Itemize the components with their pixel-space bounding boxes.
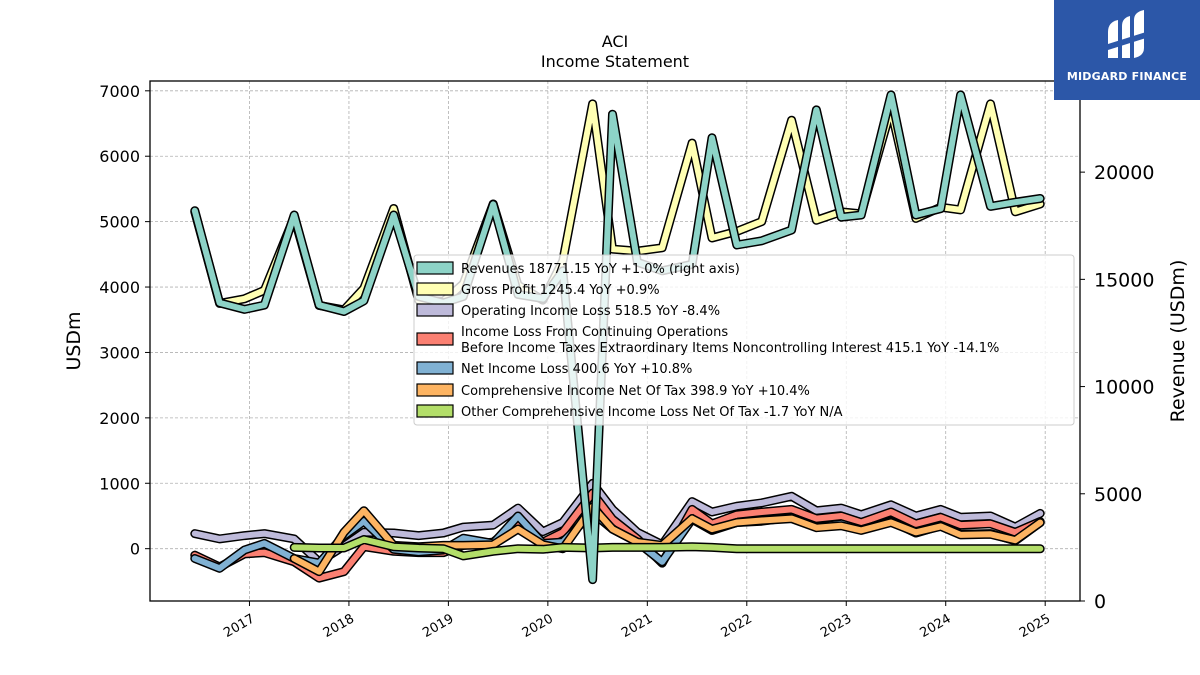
series-6 [289, 535, 1045, 561]
legend-label: Before Income Taxes Extraordinary Items … [461, 341, 999, 356]
legend-swatch [416, 332, 454, 346]
chart-title: ACI [602, 32, 629, 51]
legend-swatch [416, 361, 454, 375]
legend: Revenues 18771.15 YoY +1.0% (right axis)… [413, 254, 1075, 426]
legend-swatch [416, 383, 454, 397]
x-axis: 2017 2018 2019 2020 2021 2022 2023 2024 2025 [221, 601, 1053, 641]
y-tick-label: 5000 [99, 213, 140, 232]
legend-label: Other Comprehensive Income Loss Net Of T… [461, 405, 843, 420]
y-tick-label: 3000 [99, 343, 140, 362]
series-0 [190, 90, 1045, 585]
legend-label: Net Income Loss 400.6 YoY +10.8% [461, 362, 692, 377]
y-tick-label: 6000 [99, 147, 140, 166]
x-tick-label: 2018 [321, 611, 357, 641]
y-right-tick-label: 20000 [1094, 162, 1154, 184]
y-right-tick-label: 5000 [1094, 484, 1142, 506]
x-tick-label: 2017 [221, 611, 257, 641]
midgard-logo-mark-icon [1108, 10, 1146, 58]
x-tick-label: 2025 [1017, 611, 1053, 641]
chart-subtitle: Income Statement [541, 52, 689, 71]
x-tick-label: 2022 [719, 611, 755, 641]
legend-label: Comprehensive Income Net Of Tax 398.9 Yo… [461, 384, 810, 399]
plot-frame [149, 80, 1081, 602]
y-axis-label: USDm [63, 311, 85, 370]
y-tick-label: 1000 [99, 474, 140, 493]
series-layer [190, 90, 1045, 585]
x-tick-label: 2021 [619, 611, 655, 641]
legend-swatch [416, 303, 454, 317]
x-tick-label: 2020 [520, 611, 556, 641]
y-axis-right-label: Revenue (USDm) [1167, 260, 1189, 423]
x-tick-label: 2024 [918, 611, 954, 641]
series-line [191, 490, 1044, 582]
left-axis: 0 1000 2000 3000 4000 5000 6000 7000 [99, 82, 150, 559]
x-tick-label: 2019 [420, 611, 456, 641]
legend-swatch [416, 282, 454, 296]
right-axis: 0 5000 10000 15000 20000 [1080, 162, 1154, 613]
legend-swatch [416, 404, 454, 418]
y-right-tick-label: 10000 [1094, 377, 1154, 399]
legend-swatch [416, 261, 454, 275]
legend-box [413, 254, 1075, 426]
legend-label: Gross Profit 1245.4 YoY +0.9% [461, 283, 660, 298]
y-right-tick-label: 0 [1094, 591, 1106, 613]
series-line [191, 91, 1044, 583]
logo-text: MIDGARD FINANCE [1066, 70, 1188, 83]
legend-label: Operating Income Loss 518.5 YoY -8.4% [461, 304, 720, 319]
y-tick-label: 2000 [99, 409, 140, 428]
y-tick-label: 0 [130, 540, 140, 559]
legend-label: Income Loss From Continuing Operations [461, 325, 728, 340]
series-line [291, 536, 1044, 559]
y-tick-label: 7000 [99, 82, 140, 101]
legend-label: Revenues 18771.15 YoY +1.0% (right axis) [461, 262, 740, 277]
y-right-tick-label: 15000 [1094, 269, 1154, 291]
x-tick-label: 2023 [818, 611, 854, 641]
y-tick-label: 4000 [99, 278, 140, 297]
series-3 [190, 488, 1045, 583]
midgard-finance-logo: MIDGARD FINANCE [1054, 0, 1200, 100]
